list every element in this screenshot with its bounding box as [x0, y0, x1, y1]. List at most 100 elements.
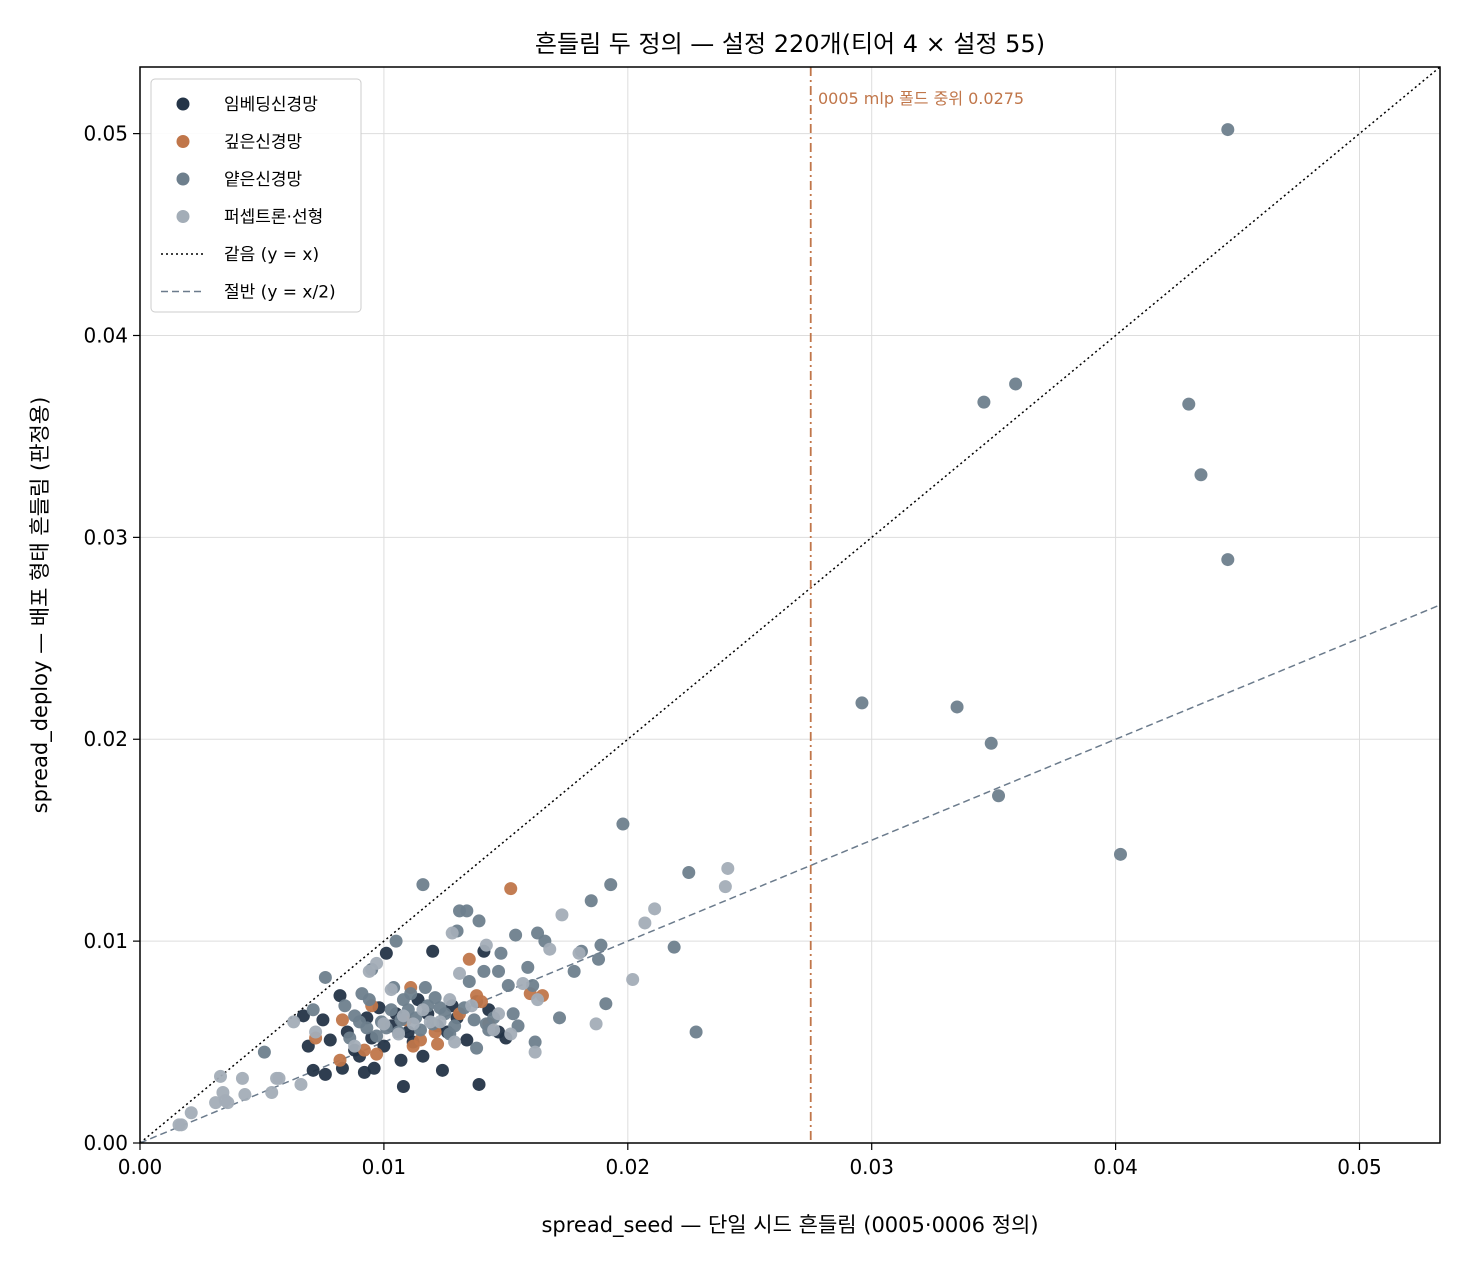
- data-point: [357, 1065, 371, 1079]
- data-point: [184, 1106, 198, 1120]
- data-point: [1009, 377, 1023, 391]
- data-point: [638, 916, 652, 930]
- data-point: [531, 993, 545, 1007]
- data-point: [509, 928, 523, 942]
- data-point: [689, 1025, 703, 1039]
- data-point: [272, 1071, 286, 1085]
- data-point: [460, 1033, 474, 1047]
- data-point: [362, 993, 376, 1007]
- data-point: [413, 1033, 427, 1047]
- data-point: [318, 1067, 332, 1081]
- series-2: [257, 123, 1235, 1059]
- data-point: [599, 997, 613, 1011]
- data-point: [526, 979, 540, 993]
- data-point: [589, 1017, 603, 1031]
- data-point: [370, 1047, 384, 1061]
- data-point: [418, 981, 432, 995]
- legend-marker: [176, 97, 190, 111]
- data-point: [594, 938, 608, 952]
- data-point: [1182, 397, 1196, 411]
- data-point: [492, 1007, 506, 1021]
- data-point: [235, 1071, 249, 1085]
- legend-label: 절반 (y = x/2): [224, 283, 336, 303]
- data-point: [316, 1013, 330, 1027]
- data-point: [221, 1096, 235, 1110]
- data-point: [323, 1033, 337, 1047]
- x-tick-label: 0.02: [606, 1155, 651, 1179]
- data-point: [306, 1003, 320, 1017]
- data-point: [462, 952, 476, 966]
- data-point: [479, 938, 493, 952]
- data-point: [431, 1037, 445, 1051]
- data-point: [209, 1096, 223, 1110]
- chart-title: 흔들림 두 정의 — 설정 220개(티어 4 × 설정 55): [535, 30, 1045, 58]
- data-point: [492, 964, 506, 978]
- data-point: [472, 914, 486, 928]
- data-point: [721, 861, 735, 875]
- data-point: [396, 1079, 410, 1093]
- data-point: [213, 1069, 227, 1083]
- y-tick-label: 0.00: [83, 1131, 128, 1155]
- data-point: [448, 1019, 462, 1033]
- data-point: [543, 942, 557, 956]
- data-point: [667, 940, 681, 954]
- data-point: [287, 1015, 301, 1029]
- x-tick-label: 0.05: [1337, 1155, 1382, 1179]
- x-tick-label: 0.00: [118, 1155, 163, 1179]
- legend-label: 얕은신경망: [224, 170, 303, 190]
- data-point: [265, 1086, 279, 1100]
- data-point: [592, 952, 606, 966]
- data-point: [460, 904, 474, 918]
- y-tick-label: 0.03: [83, 525, 128, 549]
- data-point: [521, 960, 535, 974]
- data-point: [977, 395, 991, 409]
- data-point: [296, 1009, 310, 1023]
- data-point: [306, 1063, 320, 1077]
- data-point: [1194, 468, 1208, 482]
- data-point: [553, 1011, 567, 1025]
- data-point: [462, 974, 476, 988]
- data-point: [416, 1003, 430, 1017]
- x-tick-label: 0.01: [362, 1155, 407, 1179]
- data-point: [465, 999, 479, 1013]
- data-point: [257, 1045, 271, 1059]
- data-point: [567, 964, 581, 978]
- data-point: [394, 1053, 408, 1067]
- data-point: [338, 999, 352, 1013]
- data-point: [984, 736, 998, 750]
- data-point: [379, 946, 393, 960]
- data-point: [384, 983, 398, 997]
- legend-label: 같음 (y = x): [224, 245, 319, 265]
- data-point: [504, 1027, 518, 1041]
- data-point: [1113, 847, 1127, 861]
- ref-line-slope-1: [139, 66, 1441, 1144]
- data-point: [477, 964, 491, 978]
- data-point: [572, 946, 586, 960]
- y-tick-label: 0.02: [83, 727, 128, 751]
- data-point: [474, 995, 488, 1009]
- data-point: [238, 1088, 252, 1102]
- data-point: [1221, 553, 1235, 567]
- data-point: [467, 1013, 481, 1027]
- data-point: [423, 1015, 437, 1029]
- legend-marker: [176, 135, 190, 148]
- data-point: [392, 1027, 406, 1041]
- data-point: [506, 1007, 520, 1021]
- legend-marker: [176, 172, 190, 186]
- plot-area-frame: [139, 66, 1441, 1144]
- series-3: [172, 861, 735, 1132]
- data-point: [855, 696, 869, 710]
- data-point: [528, 1045, 542, 1059]
- data-point: [335, 1013, 349, 1027]
- data-point: [504, 882, 518, 896]
- axis-ticks: 0.00 0.01 0.02 0.03 0.04 0.05 0.00 0.01 0.02 0.03…: [83, 122, 1381, 1179]
- data-point: [584, 894, 598, 908]
- data-point: [528, 1035, 542, 1049]
- legend-marker: [176, 210, 190, 223]
- y-tick-label: 0.05: [83, 122, 128, 146]
- vline-annotation: 0005 mlp 폴드 중위 0.0275: [818, 89, 1024, 108]
- data-point: [555, 908, 569, 922]
- data-point: [309, 1025, 323, 1039]
